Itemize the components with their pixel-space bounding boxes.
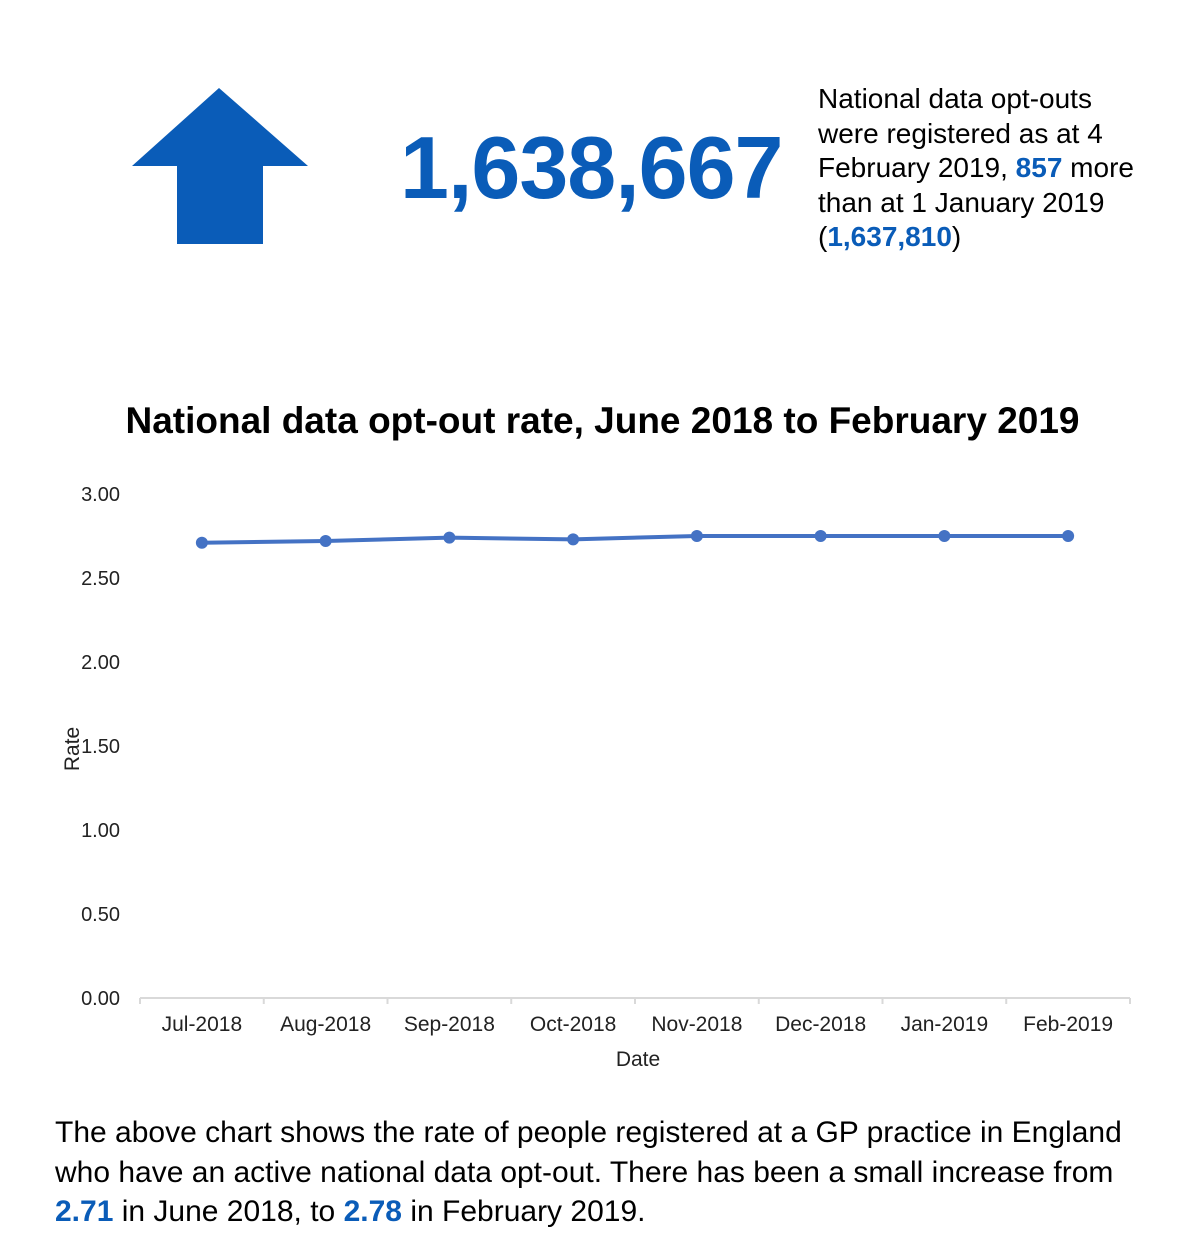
x-tick-label: Aug-2018 [280, 1013, 371, 1036]
series-line [201, 534, 1069, 545]
data-point [690, 530, 703, 542]
data-point [938, 530, 951, 542]
arrow-up-icon [132, 88, 308, 244]
y-tick-label: 2.00 [81, 652, 120, 674]
line-chart: 0.00 0.50 1.00 1.50 2.00 2.50 3.00 Rate Jul-2018… [61, 484, 1131, 1071]
summary-text-2: in June 2018, to [121, 1195, 336, 1228]
opt-out-total: 1,638,667 [400, 118, 783, 217]
desc-text-2: more than at 1 January 2019 ( [818, 152, 1134, 252]
y-tick-label: 2.50 [81, 568, 120, 590]
y-tick-label: 0.00 [81, 988, 120, 1010]
y-axis-title: Rate [61, 727, 84, 771]
summary-text-1: The above chart shows the rate of people… [55, 1116, 1122, 1189]
data-point [443, 531, 456, 544]
y-tick-label: 3.00 [81, 484, 120, 506]
change-value: 857 [1015, 152, 1063, 183]
x-axis-title: Date [616, 1048, 660, 1071]
x-tick-label: Jan-2019 [901, 1013, 989, 1036]
previous-total: 1,637,810 [827, 221, 952, 252]
data-point [567, 533, 580, 546]
opt-out-description: National data opt-outs were registered a… [818, 82, 1148, 255]
y-tick-label: 0.50 [81, 904, 120, 926]
x-tick-label: Sep-2018 [404, 1013, 495, 1036]
data-point [1062, 530, 1075, 542]
data-point [195, 536, 208, 549]
chart-title: National data opt-out rate, June 2018 to… [125, 400, 1080, 441]
summary-paragraph: The above chart shows the rate of people… [55, 1113, 1155, 1232]
y-tick-label: 1.00 [81, 820, 120, 842]
x-tick-label: Feb-2019 [1023, 1013, 1113, 1036]
summary-text-3: in February 2019. [410, 1195, 646, 1228]
end-rate: 2.78 [343, 1195, 402, 1228]
desc-text-3: ) [951, 221, 962, 252]
start-rate: 2.71 [55, 1195, 114, 1228]
data-point [814, 530, 827, 542]
data-point [319, 535, 332, 548]
x-tick-label: Dec-2018 [775, 1013, 866, 1036]
x-tick-label: Oct-2018 [530, 1013, 616, 1036]
x-tick-label: Jul-2018 [162, 1013, 243, 1036]
y-tick-label: 1.50 [81, 736, 120, 758]
desc-text-1: National data opt-outs were registered a… [818, 83, 1103, 183]
x-tick-label: Nov-2018 [651, 1013, 742, 1036]
